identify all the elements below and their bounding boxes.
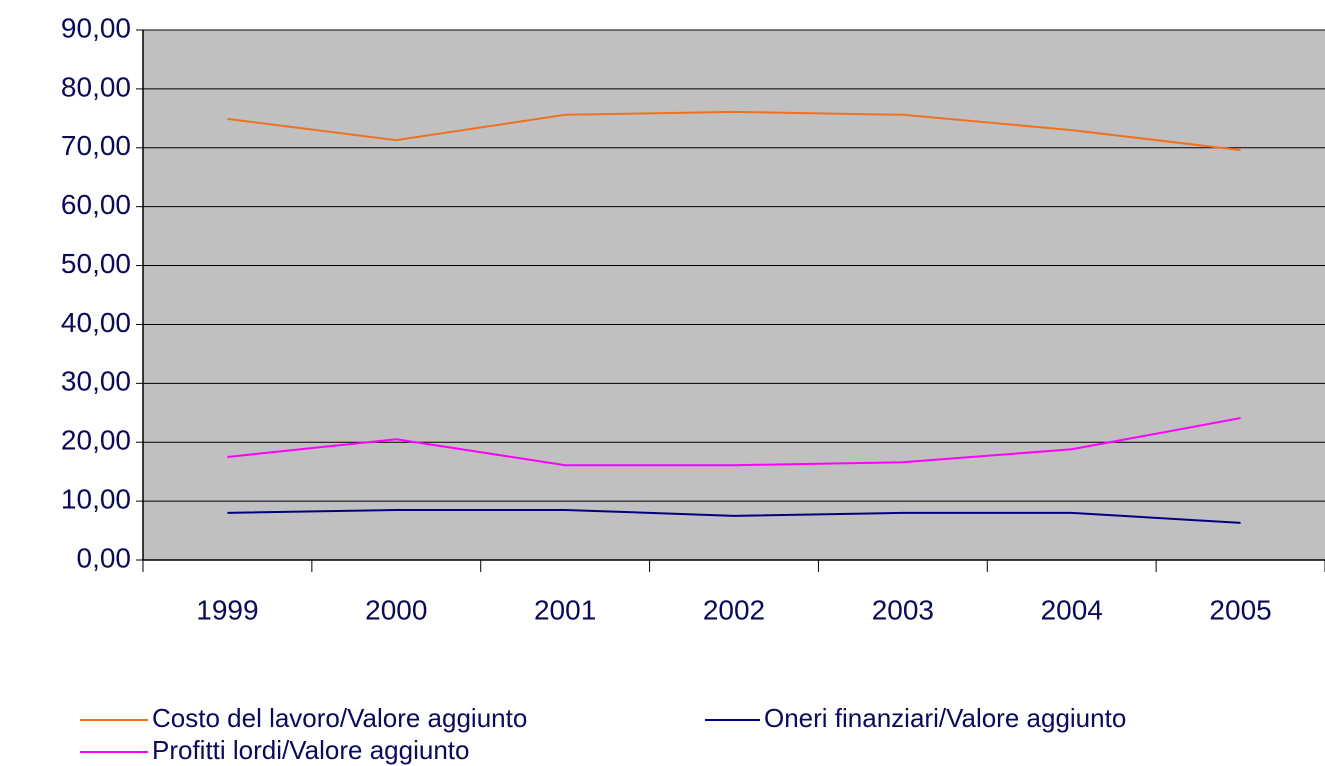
y-tick-label: 80,00 bbox=[61, 71, 131, 102]
y-tick-label: 30,00 bbox=[61, 366, 131, 397]
y-tick-label: 50,00 bbox=[61, 248, 131, 279]
x-tick-label: 2005 bbox=[1209, 594, 1271, 625]
y-tick-label: 20,00 bbox=[61, 425, 131, 456]
series-line bbox=[227, 417, 1241, 467]
series-line bbox=[227, 110, 1241, 152]
plot-area bbox=[143, 30, 1325, 560]
y-tick-label: 10,00 bbox=[61, 484, 131, 515]
x-tick-label: 1999 bbox=[196, 594, 258, 625]
x-tick-label: 2003 bbox=[872, 594, 934, 625]
y-tick-label: 90,00 bbox=[61, 12, 131, 43]
y-tick-label: 70,00 bbox=[61, 130, 131, 161]
x-tick-label: 2004 bbox=[1041, 594, 1103, 625]
x-tick-label: 2000 bbox=[365, 594, 427, 625]
legend-label: Oneri finanziari/Valore aggiunto bbox=[764, 703, 1126, 733]
legend-label: Profitti lordi/Valore aggiunto bbox=[152, 735, 469, 765]
legend-label: Costo del lavoro/Valore aggiunto bbox=[152, 703, 527, 733]
y-tick-label: 40,00 bbox=[61, 307, 131, 338]
series-line bbox=[227, 508, 1241, 524]
y-tick-label: 60,00 bbox=[61, 189, 131, 220]
y-tick-label: 0,00 bbox=[77, 542, 132, 573]
x-tick-label: 2001 bbox=[534, 594, 596, 625]
x-tick-label: 2002 bbox=[703, 594, 765, 625]
